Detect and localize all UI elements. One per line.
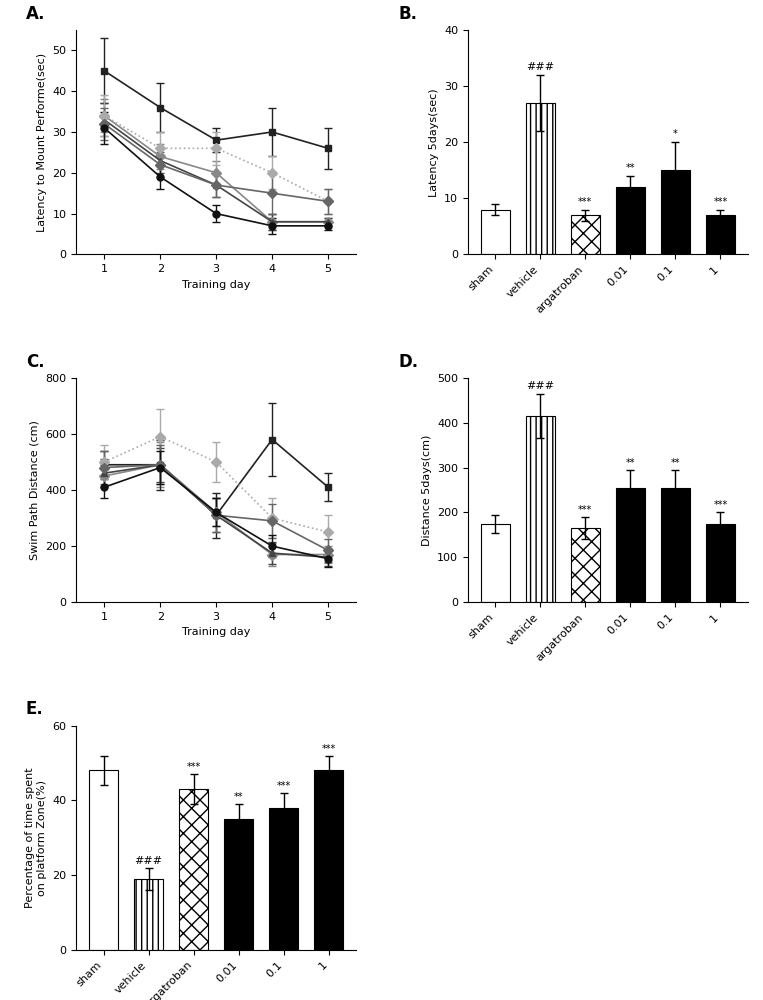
Text: **: ** — [626, 163, 635, 173]
Text: ***: *** — [713, 500, 727, 510]
Text: A.: A. — [26, 5, 46, 23]
Text: *: * — [673, 129, 678, 139]
Y-axis label: Latency to Mount Performe(sec): Latency to Mount Performe(sec) — [37, 53, 47, 232]
Text: **: ** — [626, 458, 635, 468]
Bar — [706, 215, 735, 254]
Text: **: ** — [234, 792, 243, 802]
Y-axis label: Swim Path Distance (cm): Swim Path Distance (cm) — [30, 420, 40, 560]
Bar — [616, 187, 645, 254]
Legend: sham, vehicle, argatroban, nafamostat(0.01mg/kg), nafamostat(0.1mg/kg), nafamost: sham, vehicle, argatroban, nafamostat(0.… — [568, 31, 729, 118]
Text: C.: C. — [26, 353, 44, 371]
Bar — [661, 170, 690, 254]
Text: ###: ### — [526, 381, 555, 391]
Bar — [224, 819, 253, 950]
X-axis label: Training day: Training day — [182, 280, 250, 290]
Bar — [269, 808, 298, 950]
Bar — [571, 215, 600, 254]
Text: ###: ### — [526, 62, 555, 72]
Bar — [571, 528, 600, 602]
Y-axis label: Percentage of time spent
on platform Zone(%): Percentage of time spent on platform Zon… — [25, 767, 47, 908]
Bar — [481, 210, 510, 254]
Bar — [481, 524, 510, 602]
Bar — [616, 488, 645, 602]
Y-axis label: Distance 5days(cm): Distance 5days(cm) — [422, 434, 432, 546]
Bar — [526, 103, 555, 254]
Text: ***: *** — [321, 744, 336, 754]
Legend: sham, vehicle, argatroban, nafamostat(0.01mg/kg), nafamostat(0.1mg/kg), nafamost: sham, vehicle, argatroban, nafamostat(0.… — [568, 379, 729, 466]
Text: **: ** — [671, 458, 680, 468]
Y-axis label: Latency 5days(sec): Latency 5days(sec) — [429, 88, 439, 197]
Text: ###: ### — [134, 856, 163, 866]
X-axis label: Training day: Training day — [182, 627, 250, 637]
Bar — [314, 770, 343, 950]
Text: E.: E. — [26, 700, 43, 718]
Bar — [179, 789, 208, 950]
Text: ***: *** — [186, 762, 201, 772]
Bar — [661, 488, 690, 602]
Text: ***: *** — [276, 781, 291, 791]
Bar — [706, 524, 735, 602]
Bar — [134, 879, 163, 950]
Bar — [526, 416, 555, 602]
Text: ***: *** — [713, 197, 727, 207]
Bar — [89, 770, 118, 950]
Text: B.: B. — [398, 5, 417, 23]
Text: D.: D. — [398, 353, 418, 371]
Text: ***: *** — [578, 197, 593, 207]
Text: ***: *** — [578, 505, 593, 515]
